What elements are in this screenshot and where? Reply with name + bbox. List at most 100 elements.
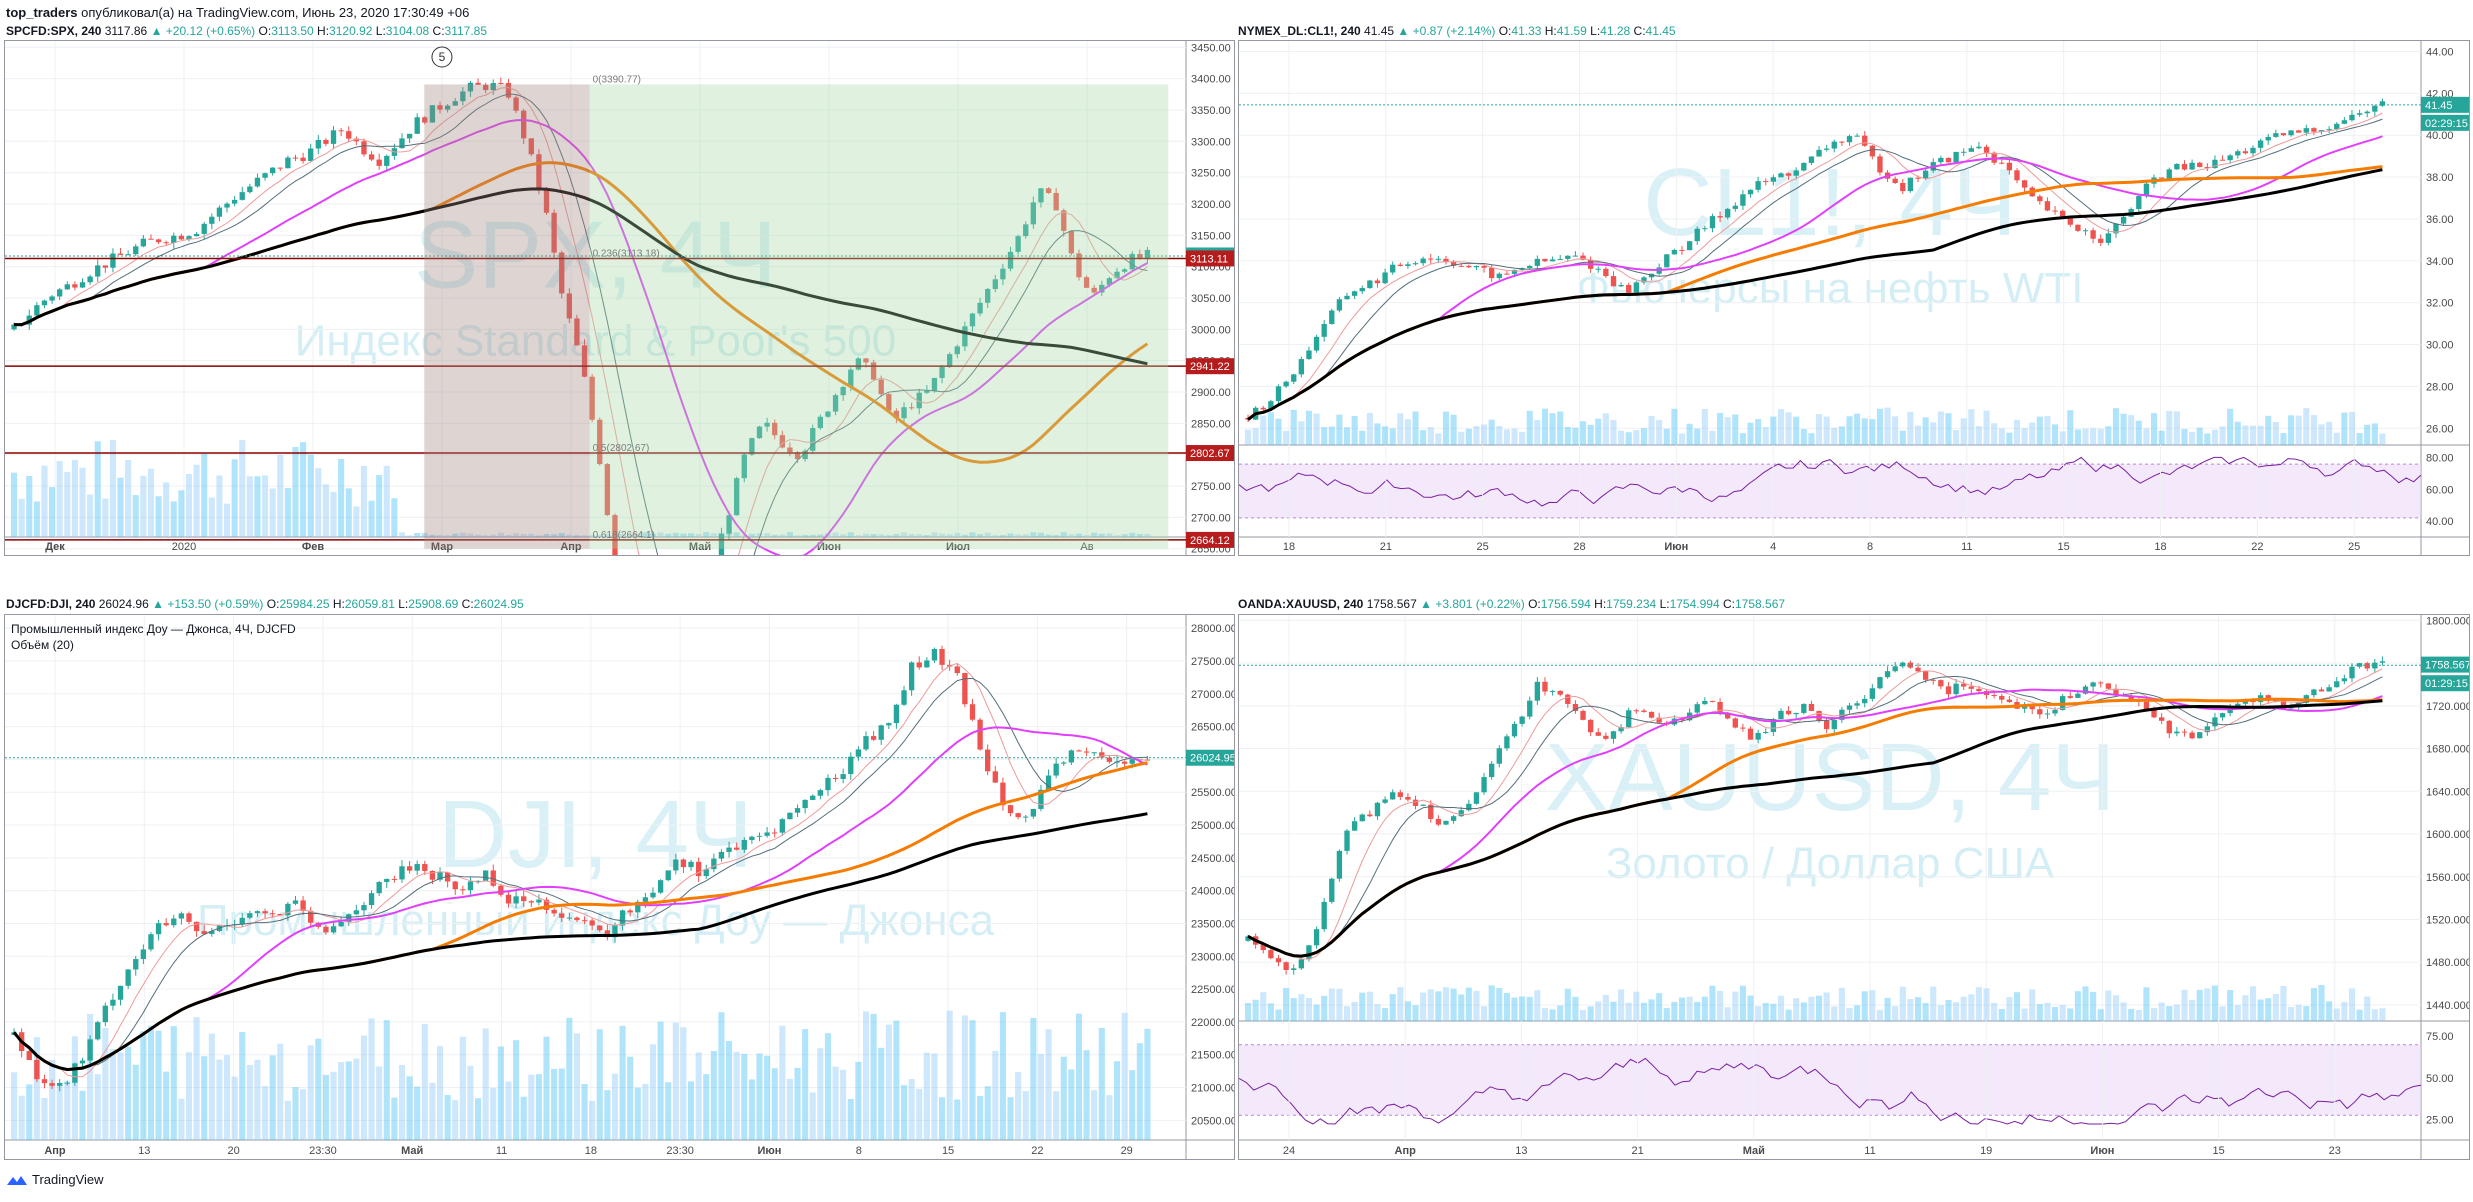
volume-bar — [2013, 992, 2021, 1021]
y-tick-label: 20500.00 — [1191, 1115, 1234, 1127]
volume-bar — [1511, 997, 1518, 1021]
volume-bar — [939, 1097, 946, 1140]
volume-bar — [1290, 998, 1297, 1021]
volume-bar — [2204, 433, 2211, 445]
volume-bar — [1488, 419, 1495, 445]
candle-body — [840, 774, 846, 779]
dji-chart-panel[interactable]: DJI, 4Ч Промышленный индекс Доу — Джонса 2… — [4, 614, 1235, 1160]
osc-line — [1239, 456, 2422, 507]
candle-body — [1846, 705, 1853, 710]
candle-body — [1785, 173, 1792, 176]
candle-body — [2250, 147, 2256, 154]
volume-bar — [140, 475, 147, 537]
y-tick-label: 1640.000 — [2426, 786, 2469, 798]
volume-bar — [786, 532, 793, 537]
author-name[interactable]: top_traders — [6, 5, 78, 20]
ma-fast-line — [13, 662, 1148, 1078]
tradingview-footer[interactable]: TradingView — [6, 1172, 104, 1187]
volume-bar — [56, 460, 63, 537]
volume-bar — [2227, 408, 2234, 445]
volume-bar — [695, 533, 702, 537]
candle-body — [1633, 282, 1639, 293]
change-value: ▲ +0.87 (+2.14%) — [1397, 24, 1496, 38]
candle-body — [1045, 188, 1052, 193]
candle-body — [361, 141, 367, 155]
candle-body — [498, 83, 504, 85]
volume-bar — [1412, 411, 1419, 445]
osc-band — [1239, 1044, 2421, 1116]
volume-bar — [1892, 416, 1899, 445]
volume-bar — [900, 532, 908, 537]
volume-bar — [908, 1079, 915, 1140]
volume-bar — [1785, 412, 1792, 445]
cl1-chart-panel[interactable]: CL1!, 4Ч Фьючерсы на нефть WTI 44.00 42.00 4… — [1238, 40, 2470, 556]
candle-body — [1245, 936, 1251, 941]
volume-bar — [1526, 410, 1533, 445]
candle-body — [1846, 136, 1853, 143]
volume-bar — [338, 1062, 345, 1140]
volume-bar — [558, 532, 565, 537]
volume-bar — [1846, 416, 1853, 445]
candle-body — [1633, 710, 1639, 712]
volume-bar — [482, 535, 489, 537]
volume-bar — [619, 1025, 626, 1140]
volume-bar — [1382, 1008, 1389, 1021]
candle-body — [2090, 682, 2096, 687]
candle-body — [79, 1060, 86, 1064]
volume-bar — [1113, 1061, 1121, 1140]
candle-body — [1595, 268, 1601, 270]
volume-bar — [322, 1074, 329, 1140]
candle-body — [1816, 149, 1822, 157]
volume-bar — [604, 533, 611, 537]
candle-body — [848, 756, 854, 775]
candle-body — [1694, 228, 1700, 242]
volume-bar — [132, 1064, 139, 1140]
volume-bar — [1602, 413, 1609, 445]
volume-bar — [543, 1036, 550, 1140]
volume-bar — [2234, 421, 2241, 445]
y-tick-label: 3250.00 — [1191, 168, 1231, 180]
candle-body — [1038, 789, 1044, 809]
candle-body — [1306, 350, 1312, 360]
candle-body — [985, 288, 991, 303]
volume-bar — [2310, 988, 2317, 1021]
candle-body — [155, 239, 162, 243]
candle-body — [2067, 696, 2073, 698]
ma-fast-line — [1247, 112, 2383, 420]
y-tick-label: 1440.000 — [2426, 1000, 2469, 1012]
volume-bar — [1564, 988, 1571, 1021]
candle-body — [1351, 291, 1358, 296]
volume-bar — [1937, 411, 1944, 445]
y-tick-label: 22000.00 — [1191, 1017, 1234, 1029]
candle-body — [1740, 727, 1746, 729]
volume-bar — [1816, 995, 1823, 1021]
volume-bar — [2135, 420, 2142, 445]
candle-body — [2075, 224, 2081, 231]
osc-tick-label: 50.00 — [2426, 1073, 2454, 1085]
y-tick-label: 2850.00 — [1191, 418, 1231, 430]
candle-body — [855, 358, 862, 370]
symbol-label[interactable]: NYMEX_DL:CL1!, 240 — [1238, 24, 1361, 38]
symbol-label[interactable]: OANDA:XAUUSD, 240 — [1238, 597, 1364, 611]
symbol-label[interactable]: SPCFD:SPX, 240 — [6, 24, 102, 38]
price-badge-bg — [1186, 250, 1234, 267]
candle-body — [2006, 162, 2013, 171]
volume-bar — [1007, 1097, 1014, 1140]
volume-bar — [414, 533, 421, 537]
high-value: 41.59 — [1556, 24, 1587, 38]
volume-bar — [208, 1033, 215, 1140]
volume-bar — [1245, 1003, 1252, 1021]
volume-bar — [2189, 431, 2196, 445]
price-badge-bg — [2421, 656, 2469, 673]
fib-label: 0.236(3113.18) — [593, 248, 660, 259]
candle-body — [1466, 803, 1472, 811]
volume-bar — [1260, 415, 1267, 445]
volume-bar — [733, 1051, 740, 1140]
x-tick-label: 22 — [2251, 541, 2263, 553]
candle-body — [1747, 189, 1754, 195]
candle-body — [49, 1083, 55, 1086]
candle-body — [2113, 223, 2119, 234]
symbol-label[interactable]: DJCFD:DJI, 240 — [6, 597, 96, 611]
spx-chart-panel[interactable]: SPX, 4Ч Индекс Standard & Poor's 500 3450.… — [4, 40, 1235, 556]
